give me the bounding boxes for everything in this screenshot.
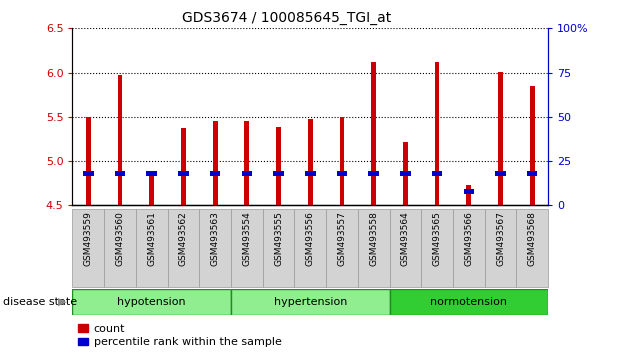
Text: GSM493565: GSM493565 <box>433 211 442 266</box>
Bar <box>242 171 252 176</box>
Bar <box>86 117 91 205</box>
Text: GSM493567: GSM493567 <box>496 211 505 266</box>
Bar <box>72 209 104 287</box>
Text: GSM493563: GSM493563 <box>210 211 220 266</box>
Bar <box>231 289 389 315</box>
Bar <box>273 171 284 176</box>
Legend: count, percentile rank within the sample: count, percentile rank within the sample <box>78 324 282 348</box>
Bar <box>181 128 186 205</box>
Bar <box>358 209 389 287</box>
Bar <box>403 142 408 205</box>
Bar <box>421 209 453 287</box>
Bar <box>466 185 471 205</box>
Bar <box>210 171 220 176</box>
Bar <box>337 171 347 176</box>
Text: disease state: disease state <box>3 297 77 307</box>
Text: GSM493564: GSM493564 <box>401 211 410 266</box>
Bar <box>118 75 122 205</box>
Bar <box>498 72 503 205</box>
Text: GSM493557: GSM493557 <box>338 211 346 266</box>
Bar <box>72 289 231 315</box>
Bar <box>517 209 548 287</box>
Text: GSM493560: GSM493560 <box>115 211 125 266</box>
Title: GDS3674 / 100085645_TGI_at: GDS3674 / 100085645_TGI_at <box>182 11 391 24</box>
Bar <box>83 171 93 176</box>
Bar <box>136 209 168 287</box>
Bar <box>276 127 281 205</box>
Bar <box>432 171 442 176</box>
Bar <box>389 209 421 287</box>
Bar <box>115 171 125 176</box>
Bar <box>147 171 157 176</box>
Bar <box>389 289 548 315</box>
Text: GSM493558: GSM493558 <box>369 211 378 266</box>
Bar <box>371 62 376 205</box>
Text: hypotension: hypotension <box>117 297 186 307</box>
Bar <box>244 121 249 205</box>
Bar <box>308 119 312 205</box>
Bar <box>231 209 263 287</box>
Text: GSM493555: GSM493555 <box>274 211 283 266</box>
Text: GSM493561: GSM493561 <box>147 211 156 266</box>
Bar <box>294 209 326 287</box>
Bar <box>326 209 358 287</box>
Bar <box>168 209 199 287</box>
Text: GSM493568: GSM493568 <box>528 211 537 266</box>
Text: GSM493554: GSM493554 <box>243 211 251 266</box>
Bar <box>178 171 188 176</box>
Bar <box>495 171 506 176</box>
Bar <box>464 188 474 194</box>
Text: GSM493566: GSM493566 <box>464 211 473 266</box>
Bar <box>530 86 535 205</box>
Bar <box>104 209 136 287</box>
Text: ▶: ▶ <box>58 297 66 307</box>
Bar <box>340 117 345 205</box>
Text: GSM493559: GSM493559 <box>84 211 93 266</box>
Text: hypertension: hypertension <box>273 297 347 307</box>
Bar <box>369 171 379 176</box>
Bar <box>149 172 154 205</box>
Bar <box>435 62 440 205</box>
Bar <box>400 171 411 176</box>
Bar <box>453 209 484 287</box>
Bar <box>305 171 316 176</box>
Bar <box>263 209 294 287</box>
Text: GSM493556: GSM493556 <box>306 211 315 266</box>
Bar <box>199 209 231 287</box>
Text: GSM493562: GSM493562 <box>179 211 188 266</box>
Bar <box>527 171 537 176</box>
Bar <box>484 209 517 287</box>
Bar <box>213 121 217 205</box>
Text: normotension: normotension <box>430 297 507 307</box>
